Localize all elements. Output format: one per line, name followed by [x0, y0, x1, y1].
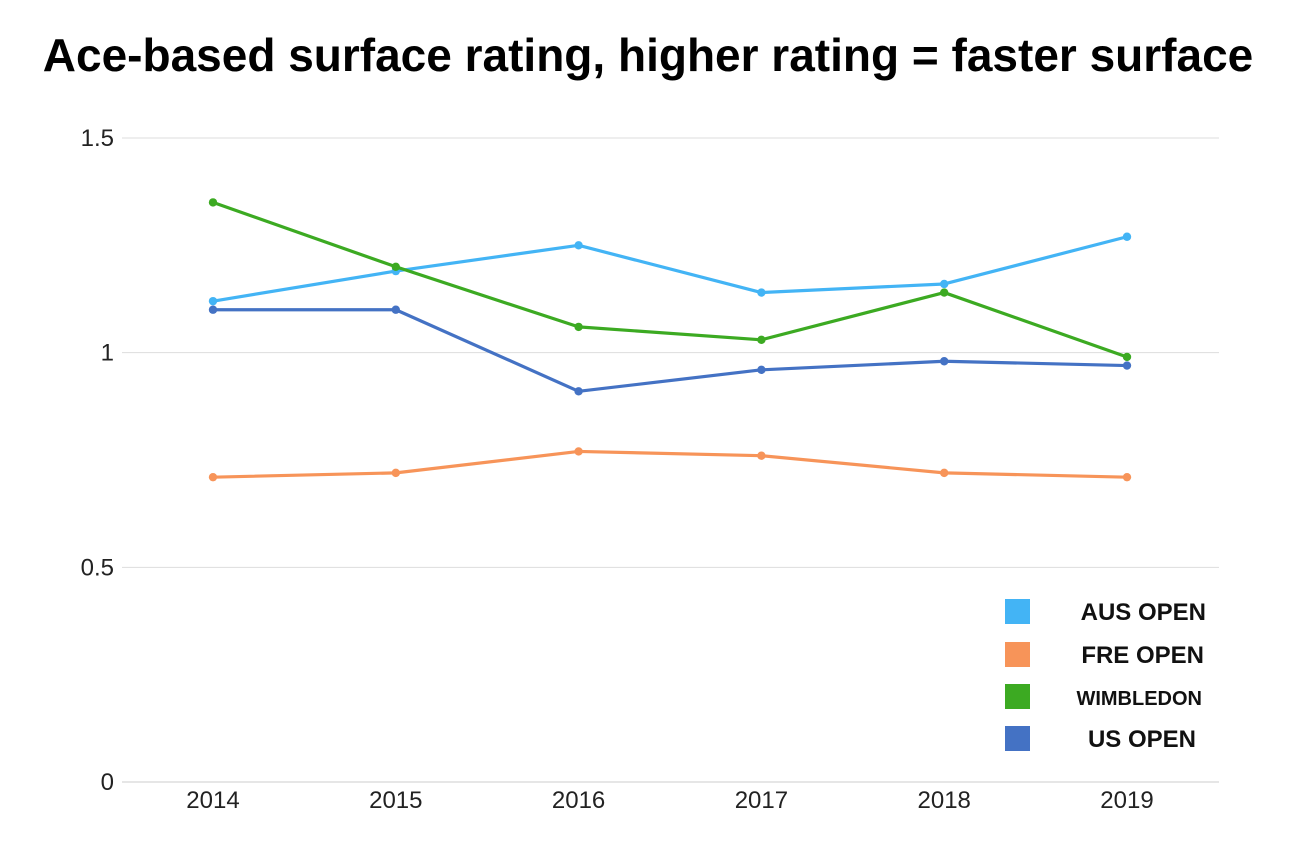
- data-point: [1122, 232, 1132, 241]
- data-point: [574, 387, 583, 396]
- y-tick-label: 1.5: [81, 125, 114, 152]
- gridlines: [122, 137, 1219, 783]
- legend-swatch: [1005, 684, 1030, 709]
- data-point: [574, 241, 583, 250]
- series-group: [208, 198, 1132, 482]
- chart-title: Ace-based surface rating, higher rating …: [42, 29, 1254, 81]
- data-point: [391, 305, 400, 314]
- series-line: [213, 308, 1128, 393]
- data-point: [757, 365, 766, 375]
- data-point: [940, 357, 949, 366]
- x-axis: 2014 2015 2016 2017 2018 2019: [186, 787, 1153, 814]
- y-axis: 0 0.5 1 1.5: [81, 125, 114, 796]
- data-point: [391, 468, 400, 478]
- legend-label: FRE OPEN: [1081, 642, 1204, 669]
- data-point: [208, 296, 218, 306]
- x-tick-label: 2016: [552, 787, 605, 814]
- data-point: [208, 198, 218, 207]
- data-point: [940, 468, 949, 478]
- x-tick-label: 2018: [918, 787, 971, 814]
- data-point: [1122, 472, 1132, 482]
- series-line: [212, 235, 1128, 303]
- x-tick-label: 2014: [186, 787, 239, 814]
- legend-label: WIMBLEDON: [1076, 688, 1202, 710]
- y-tick-label: 0.5: [81, 554, 114, 581]
- data-point: [757, 451, 766, 460]
- y-tick-label: 0: [101, 769, 114, 796]
- legend: AUS OPEN FRE OPEN WIMBLEDON US OPEN: [1005, 599, 1206, 753]
- data-point: [1122, 361, 1132, 370]
- data-point: [940, 288, 949, 297]
- data-point: [757, 335, 766, 344]
- data-point: [574, 322, 583, 332]
- legend-label: US OPEN: [1088, 726, 1196, 753]
- data-point: [391, 262, 400, 271]
- x-tick-label: 2015: [369, 787, 422, 814]
- data-point: [757, 288, 766, 297]
- data-point: [208, 305, 218, 314]
- data-point: [574, 447, 583, 456]
- series-line: [212, 449, 1128, 479]
- data-point: [940, 279, 949, 289]
- y-tick-label: 1: [101, 340, 114, 367]
- x-tick-label: 2017: [735, 787, 788, 814]
- legend-swatch: [1005, 599, 1030, 624]
- legend-swatch: [1005, 642, 1030, 667]
- series-line: [212, 200, 1128, 359]
- x-tick-label: 2019: [1100, 787, 1153, 814]
- legend-swatch: [1005, 726, 1030, 751]
- data-point: [1122, 352, 1132, 362]
- data-point: [208, 472, 218, 482]
- legend-label: AUS OPEN: [1081, 599, 1206, 626]
